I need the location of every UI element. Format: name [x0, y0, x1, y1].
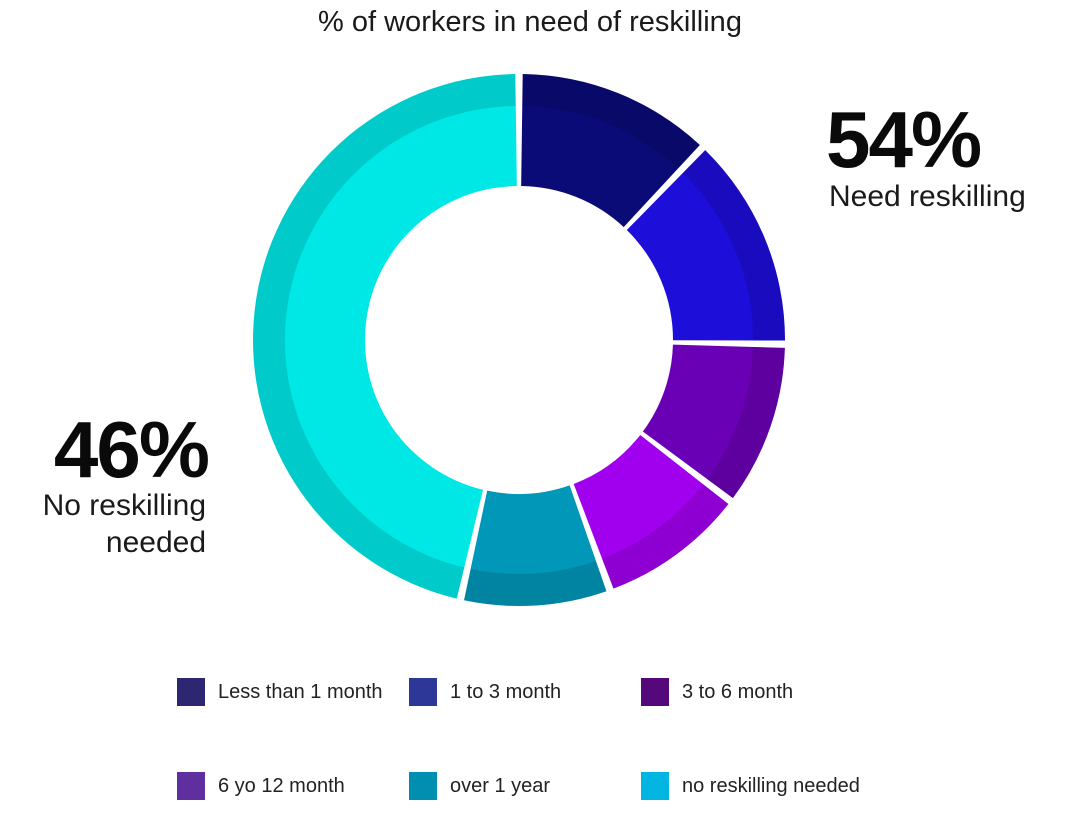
no-reskilling-label-line1: No reskilling [42, 489, 206, 522]
no-reskilling-label-line2: needed [105, 526, 206, 559]
legend-swatch [641, 772, 669, 800]
legend-item-over-1-year: over 1 year [409, 771, 550, 801]
legend-label: over 1 year [450, 774, 551, 797]
no-reskilling-percent: 46% [53, 405, 210, 494]
donut-slice-no-reskilling-needed [253, 74, 517, 599]
legend-item-6-to-12-month: 6 yo 12 month [177, 771, 345, 801]
legend-swatch [409, 772, 437, 800]
legend-label: Less than 1 month [218, 680, 383, 703]
need-reskilling-percent: 54% [826, 95, 982, 184]
legend-item-no-reskilling-needed: no reskilling needed [641, 771, 860, 801]
donut-slice-over-1-year [464, 485, 607, 606]
legend-label: no reskilling needed [682, 774, 860, 797]
donut-slice-1-to-3-month [626, 150, 785, 341]
legend-swatch [409, 678, 437, 706]
legend-item-1-to-3-month: 1 to 3 month [409, 677, 561, 707]
donut-slice-6-yo-12-month [573, 434, 729, 589]
legend-swatch [177, 772, 205, 800]
chart-title: % of workers in need of reskilling [318, 6, 742, 38]
legend-label: 6 yo 12 month [218, 774, 345, 797]
legend-item-3-to-6-month: 3 to 6 month [641, 677, 793, 707]
legend-swatch [641, 678, 669, 706]
legend-swatch [177, 678, 205, 706]
donut-slice-3-to-6-month [642, 344, 785, 499]
no-reskilling-label: No reskilling needed [0, 487, 206, 561]
need-reskilling-label: Need reskilling [829, 180, 1026, 213]
legend-label: 1 to 3 month [450, 680, 562, 703]
donut-slice-less-than-1-month [521, 74, 700, 228]
legend-label: 3 to 6 month [682, 680, 794, 703]
legend-item-less-than-1-month: Less than 1 month [177, 677, 383, 707]
